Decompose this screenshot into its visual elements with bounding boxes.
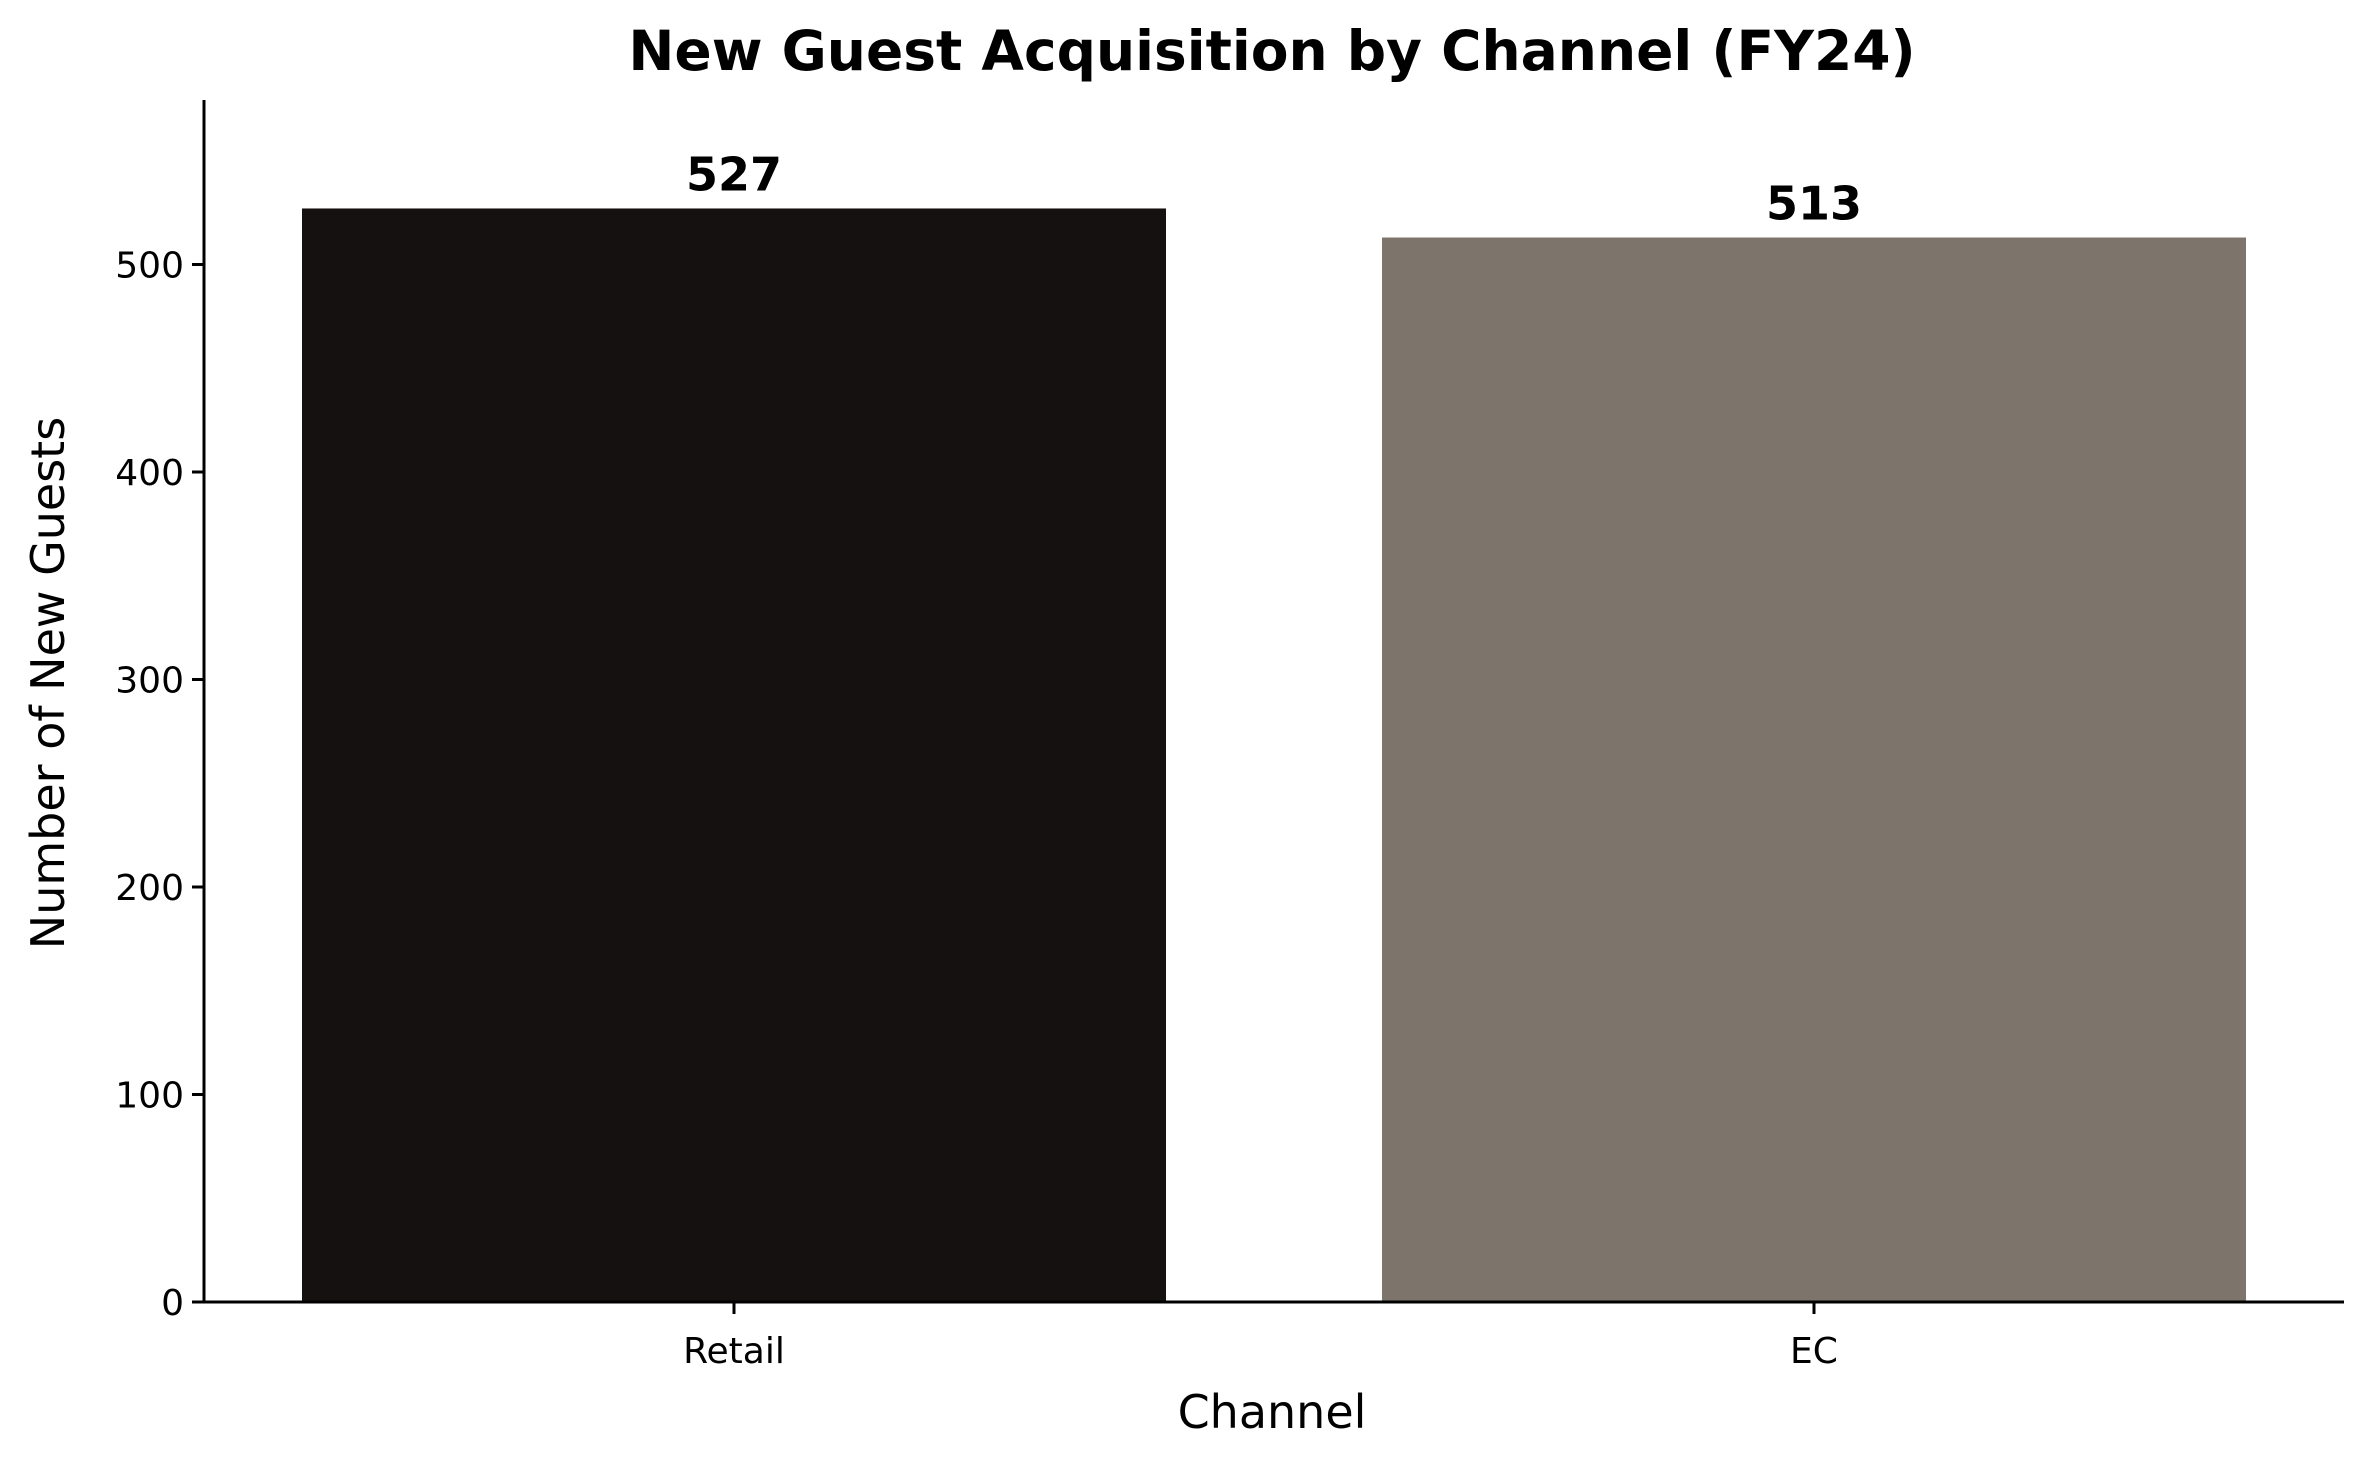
data-labels-group: 527 513 [686,147,1862,230]
y-tick-label: 200 [115,868,184,909]
data-label-retail: 527 [686,147,782,201]
y-axis-label: Number of New Guests [21,417,75,949]
y-tick-label: 300 [115,661,184,702]
x-tick-label: Retail [683,1331,785,1372]
chart-title: New Guest Acquisition by Channel (FY24) [628,19,1915,83]
y-tick-label: 500 [115,246,184,287]
y-tick-label: 0 [161,1283,184,1324]
y-tick-label: 100 [115,1076,184,1117]
plot-area: 527 513 0 100 200 300 400 500 Retail EC [115,100,2344,1372]
y-axis-ticks: 0 100 200 300 400 500 [115,246,204,1324]
bars-group [302,208,2246,1303]
x-axis-ticks: Retail EC [683,1302,1838,1372]
y-tick-label: 400 [115,453,184,494]
data-label-ec: 513 [1766,177,1862,231]
bar-ec [1382,237,2246,1302]
x-axis-label: Channel [1178,1385,1367,1439]
bar-retail [302,208,1166,1303]
x-tick-label: EC [1790,1331,1838,1372]
